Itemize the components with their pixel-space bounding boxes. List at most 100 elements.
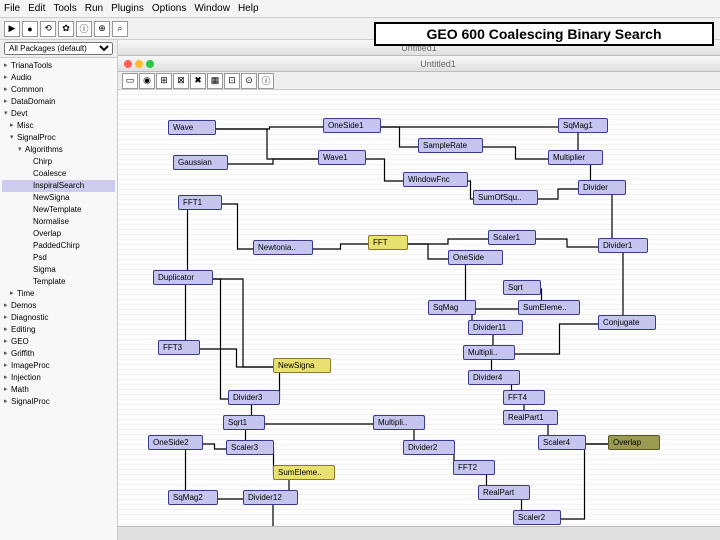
- node-sqrt1[interactable]: Sqrt1: [223, 415, 265, 430]
- toolbar-btn-4[interactable]: ⓘ: [76, 21, 92, 37]
- menu-file[interactable]: File: [4, 3, 20, 14]
- node-windowfnc[interactable]: WindowFnc: [403, 172, 468, 187]
- node-multiplier[interactable]: Multiplier: [548, 150, 603, 165]
- tree-item-chirp[interactable]: Chirp: [2, 156, 115, 168]
- node-sumofsqu[interactable]: SumOfSqu..: [473, 190, 538, 205]
- tree-item-signalproc[interactable]: ▾SignalProc: [2, 132, 115, 144]
- zoom-icon[interactable]: [146, 60, 154, 68]
- node-sqmag[interactable]: SqMag: [428, 300, 476, 315]
- canvas-toolbar-btn-4[interactable]: ✖: [190, 73, 206, 89]
- packages-dropdown[interactable]: All Packages (default): [4, 42, 113, 55]
- tree-item-devt[interactable]: ▾Devt: [2, 108, 115, 120]
- menu-window[interactable]: Window: [194, 3, 230, 14]
- tree-item-sigma[interactable]: Sigma: [2, 264, 115, 276]
- toolbar-btn-1[interactable]: ●: [22, 21, 38, 37]
- node-fft1[interactable]: FFT1: [178, 195, 222, 210]
- node-divider1[interactable]: Divider1: [598, 238, 648, 253]
- node-divider3[interactable]: Divider3: [228, 390, 280, 405]
- menu-tools[interactable]: Tools: [53, 3, 76, 14]
- tree-item-signalproc[interactable]: ▸SignalProc: [2, 396, 115, 408]
- tree-item-demos[interactable]: ▸Demos: [2, 300, 115, 312]
- node-scaler2[interactable]: Scaler2: [513, 510, 561, 525]
- menu-plugins[interactable]: Plugins: [111, 3, 144, 14]
- tree-item-geo[interactable]: ▸GEO: [2, 336, 115, 348]
- node-newsigna[interactable]: NewSigna: [273, 358, 331, 373]
- tree-item-algorithms[interactable]: ▾Algorithms: [2, 144, 115, 156]
- toolbar-btn-5[interactable]: ⊕: [94, 21, 110, 37]
- tree-item-editing[interactable]: ▸Editing: [2, 324, 115, 336]
- tree-item-psd[interactable]: Psd: [2, 252, 115, 264]
- horizontal-scrollbar[interactable]: [118, 526, 720, 540]
- node-oneside2[interactable]: OneSide2: [148, 435, 203, 450]
- canvas-toolbar-btn-3[interactable]: ⊠: [173, 73, 189, 89]
- node-wave1[interactable]: Wave1: [318, 150, 366, 165]
- canvas-toolbar-btn-8[interactable]: ⓘ: [258, 73, 274, 89]
- tree-item-newsigna[interactable]: NewSigna: [2, 192, 115, 204]
- tree-item-newtemplate[interactable]: NewTemplate: [2, 204, 115, 216]
- node-sqrt[interactable]: Sqrt: [503, 280, 541, 295]
- tree-item-datadomain[interactable]: ▸DataDomain: [2, 96, 115, 108]
- node-fft2[interactable]: FFT2: [453, 460, 495, 475]
- node-duplicator[interactable]: Duplicator: [153, 270, 213, 285]
- node-wave[interactable]: Wave: [168, 120, 216, 135]
- menu-run[interactable]: Run: [85, 3, 103, 14]
- tree-item-template[interactable]: Template: [2, 276, 115, 288]
- node-multipli2[interactable]: Multipli..: [373, 415, 425, 430]
- node-scaler1[interactable]: Scaler1: [488, 230, 536, 245]
- canvas-toolbar-btn-7[interactable]: ⊙: [241, 73, 257, 89]
- node-realpart1[interactable]: RealPart1: [503, 410, 558, 425]
- tree-item-injection[interactable]: ▸Injection: [2, 372, 115, 384]
- tree-item-common[interactable]: ▸Common: [2, 84, 115, 96]
- toolbar-btn-0[interactable]: ▶: [4, 21, 20, 37]
- menu-edit[interactable]: Edit: [28, 3, 45, 14]
- node-scaler4[interactable]: Scaler4: [538, 435, 586, 450]
- node-divider[interactable]: Divider: [578, 180, 626, 195]
- node-overlap[interactable]: Overlap: [608, 435, 660, 450]
- tree-item-diagnostic[interactable]: ▸Diagnostic: [2, 312, 115, 324]
- menu-help[interactable]: Help: [238, 3, 259, 14]
- minimize-icon[interactable]: [135, 60, 143, 68]
- node-newtonia1[interactable]: Newtonia..: [253, 240, 313, 255]
- close-icon[interactable]: [124, 60, 132, 68]
- tree-item-imageproc[interactable]: ▸ImageProc: [2, 360, 115, 372]
- canvas-toolbar-btn-2[interactable]: ⊞: [156, 73, 172, 89]
- canvas-toolbar-btn-5[interactable]: ▦: [207, 73, 223, 89]
- node-sqmag2[interactable]: SqMag2: [168, 490, 218, 505]
- canvas-toolbar-btn-6[interactable]: ⊡: [224, 73, 240, 89]
- canvas-toolbar-btn-1[interactable]: ◉: [139, 73, 155, 89]
- menu-options[interactable]: Options: [152, 3, 186, 14]
- tree-item-math[interactable]: ▸Math: [2, 384, 115, 396]
- node-divider2[interactable]: Divider2: [403, 440, 455, 455]
- tree-item-overlap[interactable]: Overlap: [2, 228, 115, 240]
- tree-item-audio[interactable]: ▸Audio: [2, 72, 115, 84]
- node-fft4[interactable]: FFT4: [503, 390, 545, 405]
- tree-item-paddedchirp[interactable]: PaddedChirp: [2, 240, 115, 252]
- node-conjugate[interactable]: Conjugate: [598, 315, 656, 330]
- node-sqmag1[interactable]: SqMag1: [558, 118, 608, 133]
- tree-item-misc[interactable]: ▸Misc: [2, 120, 115, 132]
- tree-item-griffith[interactable]: ▸Griffith: [2, 348, 115, 360]
- node-fft3[interactable]: FFT3: [158, 340, 200, 355]
- node-fft[interactable]: FFT: [368, 235, 408, 250]
- node-divider4[interactable]: Divider4: [468, 370, 520, 385]
- toolbar-btn-6[interactable]: ⌕: [112, 21, 128, 37]
- node-onesided1[interactable]: OneSide1: [323, 118, 381, 133]
- node-oneside[interactable]: OneSide: [448, 250, 503, 265]
- node-sumeleme2[interactable]: SumEleme..: [273, 465, 335, 480]
- node-multipli[interactable]: Multipli..: [463, 345, 515, 360]
- tree-item-time[interactable]: ▸Time: [2, 288, 115, 300]
- node-divider12[interactable]: Divider12: [243, 490, 298, 505]
- node-divider11[interactable]: Divider11: [468, 320, 523, 335]
- toolbar-btn-2[interactable]: ⟲: [40, 21, 56, 37]
- toolbar-btn-3[interactable]: ✿: [58, 21, 74, 37]
- package-tree[interactable]: ▸TrianaTools▸Audio▸Common▸DataDomain▾Dev…: [0, 58, 117, 410]
- node-gaussian[interactable]: Gaussian: [173, 155, 228, 170]
- tree-item-inspiralsearch[interactable]: InspiralSearch: [2, 180, 115, 192]
- canvas-toolbar-btn-0[interactable]: ▭: [122, 73, 138, 89]
- node-realpart[interactable]: RealPart: [478, 485, 530, 500]
- tree-item-trianatools[interactable]: ▸TrianaTools: [2, 60, 115, 72]
- tree-item-coalesce[interactable]: Coalesce: [2, 168, 115, 180]
- node-scaler3[interactable]: Scaler3: [226, 440, 274, 455]
- node-samplerate[interactable]: SampleRate: [418, 138, 483, 153]
- workflow-canvas[interactable]: Wave OneSide1 SqMag1 Gaussian Wave1 SampleRat…: [118, 90, 720, 540]
